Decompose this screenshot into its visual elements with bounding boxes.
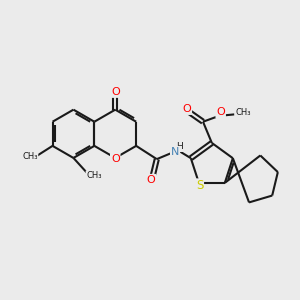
Text: O: O	[111, 154, 120, 164]
Text: O: O	[216, 107, 225, 117]
Text: N: N	[171, 147, 179, 157]
Text: O: O	[182, 104, 191, 114]
Text: CH₃: CH₃	[22, 152, 38, 161]
Text: O: O	[111, 87, 120, 97]
Text: H: H	[176, 142, 183, 151]
Text: S: S	[196, 179, 203, 192]
Text: CH₃: CH₃	[86, 171, 102, 180]
Text: O: O	[146, 175, 155, 185]
Text: CH₃: CH₃	[235, 108, 250, 117]
